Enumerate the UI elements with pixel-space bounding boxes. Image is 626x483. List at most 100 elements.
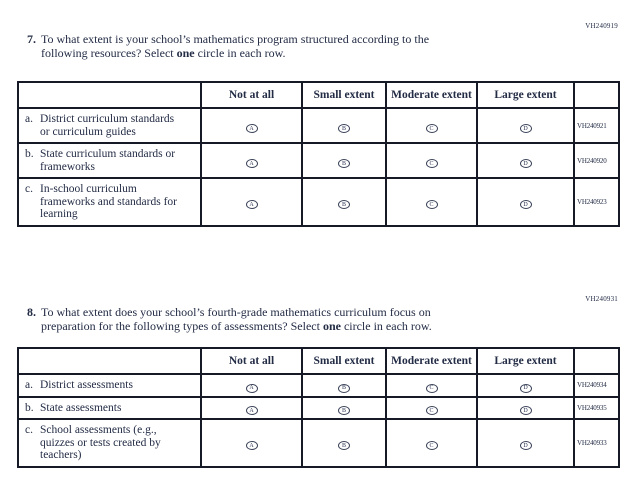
q7-row-c-bubble-a[interactable]: A: [245, 200, 258, 210]
q7-col-header-small-extent: Small extent: [301, 81, 387, 109]
q7-row-b-label-cell: b. State curriculum standards or framewor…: [17, 142, 202, 179]
q7-row-c-label-text: In-school curriculum frameworks and stan…: [40, 183, 177, 220]
q7-row-c-bubble-d[interactable]: D: [519, 200, 532, 210]
q7-row-c-cell-small-extent: B: [301, 177, 387, 227]
q8-row-b-cell-not-at-all: A: [200, 395, 303, 420]
bubble-letter: B: [341, 442, 346, 449]
question-7-line1: To what extent is your school’s mathemat…: [41, 32, 430, 46]
bubble-letter: D: [523, 125, 528, 132]
q8-col-header-not-at-all: Not at all: [200, 347, 303, 375]
q7-row-a-cell-small-extent: B: [301, 107, 387, 144]
q7-row-b-cell-moderate-extent: C: [385, 142, 478, 179]
q7-row-b: b. State curriculum standards or framewor…: [17, 142, 620, 179]
q7-row-c-cell-moderate-extent: C: [385, 177, 478, 227]
question-7-number: 7.: [27, 32, 36, 46]
bubble-letter: A: [249, 442, 254, 449]
q8-row-b-cell-small-extent: B: [301, 395, 387, 420]
q8-row-b: b. State assessments A B C D VH240935: [17, 395, 620, 420]
question-8-number: 8.: [27, 305, 36, 319]
q8-row-a-cell-large-extent: D: [476, 373, 575, 398]
q7-row-b-cell-small-extent: B: [301, 142, 387, 179]
question-8-text: To what extent does your school’s fourth…: [41, 305, 432, 333]
q7-row-a-cell-moderate-extent: C: [385, 107, 478, 144]
q8-row-a-label-cell: a. District assessments: [17, 373, 202, 398]
q8-col-header-moderate-extent: Moderate extent: [385, 347, 478, 375]
q7-row-b-bubble-b[interactable]: B: [338, 159, 350, 168]
q8-row-c-cell-small-extent: B: [301, 418, 387, 468]
q8-stub-header-cell: [17, 347, 202, 375]
q8-row-c-label: c. School assessments (e.g., quizzes or t…: [25, 424, 184, 462]
bubble-letter: D: [523, 385, 528, 392]
q8-row-c-label-cell: c. School assessments (e.g., quizzes or t…: [17, 418, 202, 468]
q8-row-b-letter: b.: [25, 401, 34, 414]
q8-row-b-bubble-c[interactable]: C: [425, 406, 438, 416]
question-7-line2-before: following resources? Select: [41, 45, 177, 60]
q8-row-b-bubble-d[interactable]: D: [519, 406, 532, 416]
q8-row-a-bubble-a[interactable]: A: [245, 383, 258, 393]
q8-row-c-letter: c.: [25, 424, 33, 436]
bubble-letter: A: [249, 201, 254, 208]
q8-row-a-cell-small-extent: B: [301, 373, 387, 398]
q7-row-a-code: VH240921: [573, 107, 620, 144]
bubble-letter: C: [429, 160, 434, 167]
q8-row-c-cell-large-extent: D: [476, 418, 575, 468]
q7-row-b-bubble-c[interactable]: C: [425, 159, 438, 168]
bubble-letter: C: [429, 407, 434, 414]
bubble-letter: A: [249, 407, 254, 414]
q8-row-b-bubble-a[interactable]: A: [245, 406, 258, 416]
q8-row-c-bubble-b[interactable]: B: [338, 441, 350, 451]
bubble-letter: A: [249, 385, 254, 392]
q7-row-a-bubble-d[interactable]: D: [519, 124, 532, 133]
q8-code-header-cell: [573, 347, 620, 375]
q8-header-row: Not at all Small extent Moderate extent …: [17, 347, 620, 375]
question-7-bold-one: one: [176, 45, 195, 60]
bubble-letter: A: [249, 160, 254, 167]
question-8-bold-one: one: [322, 318, 341, 333]
q7-row-a-bubble-c[interactable]: C: [425, 124, 438, 133]
q7-row-b-letter: b.: [25, 148, 34, 160]
q7-row-c-label-cell: c. In-school curriculum frameworks and st…: [17, 177, 202, 227]
question-7-prompt: 7. To what extent is your school’s mathe…: [27, 32, 587, 60]
q7-row-a-bubble-b[interactable]: B: [338, 124, 350, 133]
bubble-letter: B: [341, 407, 346, 414]
bubble-letter: B: [341, 125, 346, 132]
q7-row-b-cell-not-at-all: A: [200, 142, 303, 179]
q8-row-c-bubble-c[interactable]: C: [425, 441, 438, 451]
q8-row-c-bubble-d[interactable]: D: [519, 441, 532, 451]
q7-row-a-bubble-a[interactable]: A: [245, 124, 258, 133]
q7-row-c-letter: c.: [25, 183, 33, 195]
q8-row-a: a. District assessments A B C D VH240934: [17, 373, 620, 398]
bubble-letter: B: [341, 201, 346, 208]
q8-row-c: c. School assessments (e.g., quizzes or t…: [17, 418, 620, 468]
q8-row-c-bubble-a[interactable]: A: [245, 441, 258, 451]
q7-row-a-label: a. District curriculum standards or curri…: [25, 113, 184, 138]
q7-row-c-bubble-c[interactable]: C: [425, 200, 438, 210]
q7-row-c: c. In-school curriculum frameworks and st…: [17, 177, 620, 227]
q8-row-c-cell-not-at-all: A: [200, 418, 303, 468]
q8-row-b-bubble-b[interactable]: B: [338, 406, 350, 416]
question-8-line2-before: preparation for the following types of a…: [41, 318, 323, 333]
q7-row-c-bubble-b[interactable]: B: [338, 200, 350, 210]
q8-row-a-bubble-c[interactable]: C: [425, 383, 438, 393]
q8-row-b-label-cell: b. State assessments: [17, 395, 202, 420]
q7-col-header-moderate-extent: Moderate extent: [385, 81, 478, 109]
bubble-letter: B: [341, 385, 346, 392]
question-8-prompt: 8. To what extent does your school’s fou…: [27, 305, 587, 333]
bubble-letter: D: [523, 442, 528, 449]
q7-row-b-cell-large-extent: D: [476, 142, 575, 179]
q8-row-b-label-text: State assessments: [40, 401, 122, 414]
q7-row-c-code: VH240923: [573, 177, 620, 227]
q8-row-c-code: VH240933: [573, 418, 620, 468]
q7-row-b-bubble-d[interactable]: D: [519, 159, 532, 168]
q8-row-a-bubble-d[interactable]: D: [519, 383, 532, 393]
q7-row-b-label-text: State curriculum standards or frameworks: [40, 148, 176, 173]
q7-row-a-label-text: District curriculum standards or curricu…: [40, 113, 175, 138]
bubble-letter: B: [341, 160, 346, 167]
question-8-line2-after: circle in each row.: [340, 318, 432, 333]
q8-row-a-bubble-b[interactable]: B: [338, 383, 350, 393]
q7-row-c-cell-not-at-all: A: [200, 177, 303, 227]
q7-row-b-code: VH240920: [573, 142, 620, 179]
question-7-accession-code: VH240919: [585, 22, 618, 30]
q7-row-b-bubble-a[interactable]: A: [245, 159, 258, 168]
q8-row-a-code: VH240934: [573, 373, 620, 398]
